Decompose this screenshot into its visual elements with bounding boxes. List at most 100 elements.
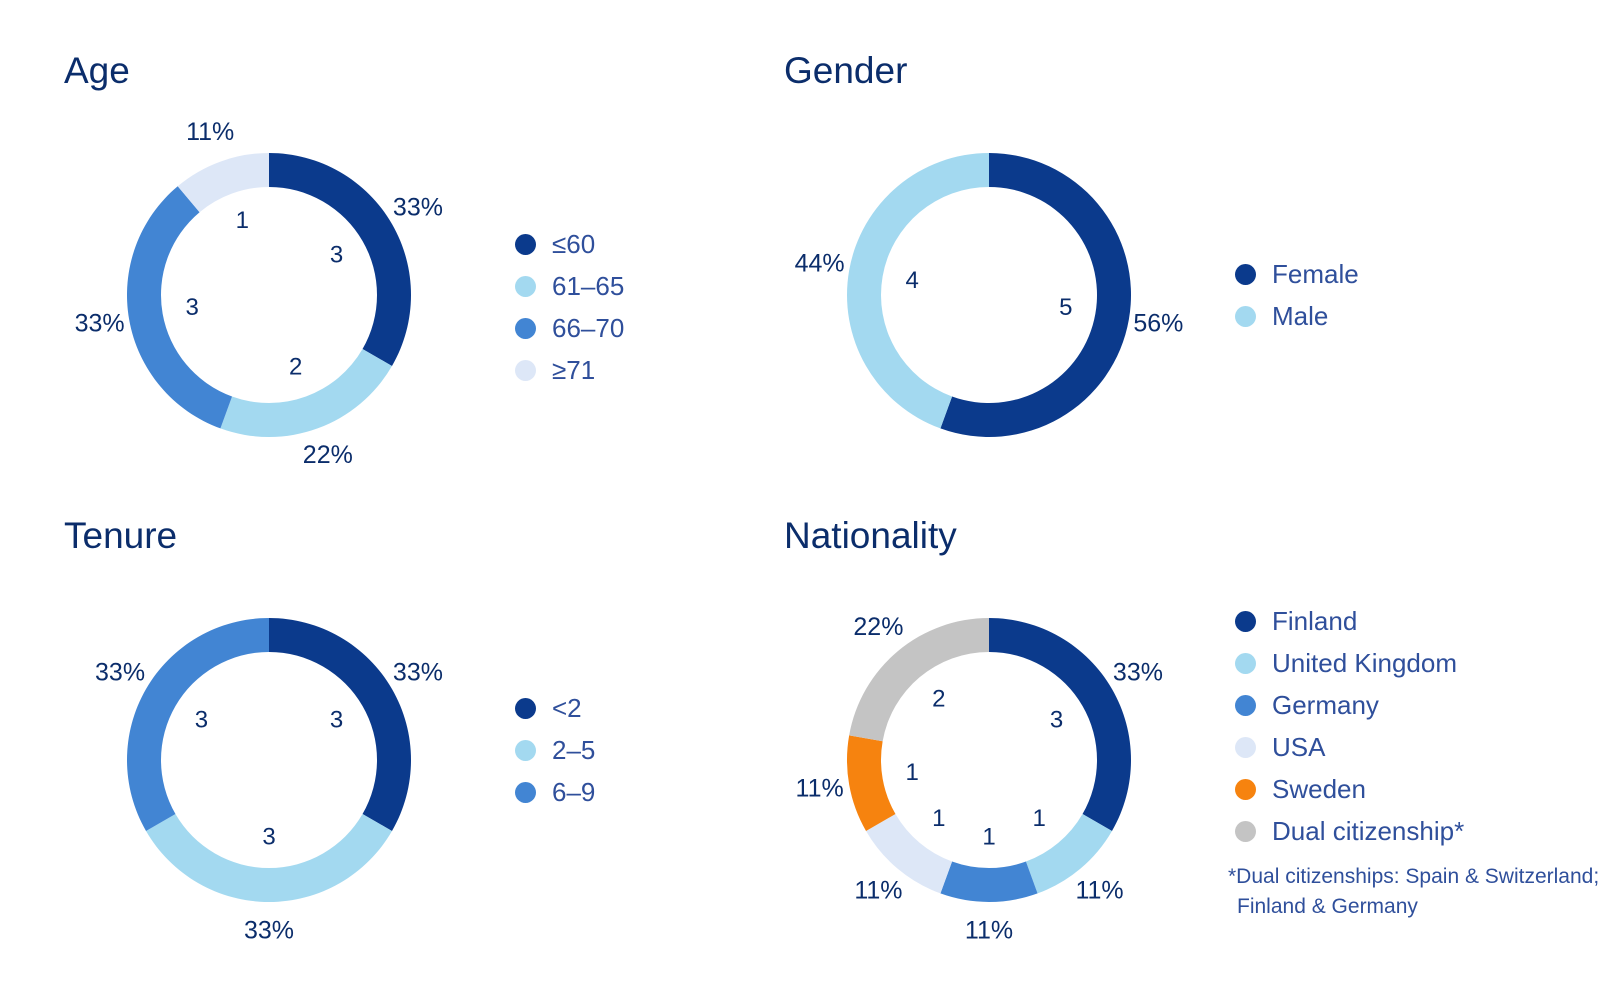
slice-count-label: 1 (982, 823, 995, 850)
legend-item: 66–70 (515, 307, 624, 349)
slice-count-label: 3 (330, 706, 343, 733)
donut-slice-2 (127, 618, 269, 831)
slice-percent-label: 33% (95, 659, 145, 687)
legend-label: 66–70 (552, 312, 625, 343)
donut-slice-1 (847, 153, 989, 429)
slice-percent-label: 11% (186, 118, 234, 146)
legend-label: Female (1272, 258, 1359, 289)
slice-percent-label: 33% (244, 917, 294, 945)
legend-label: Dual citizenship* (1272, 815, 1465, 846)
slice-percent-label: 33% (1113, 659, 1163, 687)
slice-count-label: 3 (1050, 706, 1063, 733)
age-title: Age (64, 50, 130, 91)
slice-percent-label: 11% (965, 917, 1013, 945)
legend-dot (515, 317, 536, 339)
legend-label: 61–65 (552, 270, 625, 301)
legend-item: Dual citizenship* (1235, 810, 1464, 852)
donut-slice-3 (866, 814, 953, 894)
legend-label: Sweden (1272, 773, 1366, 804)
donut-slice-0 (269, 618, 411, 831)
slice-count-label: 1 (1032, 805, 1045, 832)
slice-count-label: 3 (262, 823, 275, 850)
legend-dot (1235, 610, 1256, 632)
gender-title: Gender (784, 50, 908, 91)
age-legend: ≤60 61–65 66–70 ≥71 (515, 223, 624, 391)
legend-item: 6–9 (515, 771, 595, 813)
donut-slice-1 (220, 349, 392, 437)
slice-count-label: 1 (906, 759, 919, 786)
gender-legend: Female Male (1235, 253, 1359, 337)
legend-dot (515, 697, 536, 719)
footnote: *Dual citizenships: Spain & Switzerland;… (1228, 862, 1600, 922)
slice-percent-label: 33% (393, 194, 443, 222)
donut-slice-3 (177, 153, 269, 213)
legend-dot (1235, 736, 1256, 758)
slice-count-label: 4 (906, 267, 919, 294)
legend-label: USA (1272, 731, 1326, 762)
donut-slice-5 (849, 618, 989, 742)
legend-item: <2 (515, 687, 595, 729)
legend-item: ≤60 (515, 223, 624, 265)
donut-slice-1 (146, 814, 392, 902)
tenure-panel: Tenure 33% 3 33% 3 33% 3 <2 2–5 6–9 (60, 505, 800, 965)
slice-count-label: 3 (330, 241, 343, 268)
donut-slice-0 (940, 153, 1131, 437)
age-donut-chart: 33% 3 22% 2 33% 3 11% 1 (75, 118, 443, 469)
legend-label: Germany (1272, 689, 1379, 720)
donut-slice-1 (1025, 814, 1112, 894)
legend-label: United Kingdom (1272, 647, 1457, 678)
slice-percent-label: 44% (795, 250, 845, 278)
legend-item: Female (1235, 253, 1359, 295)
legend-item: Sweden (1235, 768, 1464, 810)
donut-slice-4 (847, 735, 896, 831)
legend-dot (1235, 694, 1256, 716)
legend-dot (515, 275, 536, 297)
legend-label: Male (1272, 300, 1329, 331)
slice-percent-label: 33% (75, 309, 125, 337)
donut-slice-2 (127, 186, 233, 429)
legend-dot (515, 781, 536, 803)
legend-item: USA (1235, 726, 1464, 768)
legend-label: 2–5 (552, 734, 596, 765)
legend-dot (515, 233, 536, 255)
legend-dot (1235, 820, 1256, 842)
slice-count-label: 1 (932, 805, 945, 832)
footnote-line: *Dual citizenships: Spain & Switzerland; (1228, 865, 1600, 888)
legend-label: ≥71 (552, 354, 596, 385)
nationality-donut-chart: 33% 3 11% 1 11% 1 11% 1 11% 1 22% 2 (796, 613, 1163, 945)
legend-dot (1235, 778, 1256, 800)
slice-percent-label: 11% (796, 774, 844, 802)
slice-percent-label: 22% (853, 613, 903, 641)
legend-dot (1235, 652, 1256, 674)
legend-item: 2–5 (515, 729, 595, 771)
nationality-panel: Nationality 33% 3 11% 1 11% 1 11% 1 11% 1 22% 2 Fin… (780, 505, 1599, 965)
age-panel: Age 33% 3 22% 2 33% 3 11% 1 ≤60 61–65 66–70 ≥71 (60, 40, 800, 500)
legend-item: Germany (1235, 684, 1464, 726)
legend-label: <2 (552, 692, 582, 723)
slice-count-label: 3 (195, 706, 208, 733)
legend-item: Male (1235, 295, 1359, 337)
legend-label: 6–9 (552, 776, 596, 807)
slice-percent-label: 22% (303, 441, 353, 469)
nationality-title: Nationality (784, 515, 957, 556)
legend-dot (515, 739, 536, 761)
tenure-legend: <2 2–5 6–9 (515, 687, 595, 813)
gender-donut-chart: 56% 5 44% 4 (795, 153, 1183, 437)
slice-percent-label: 11% (854, 876, 902, 904)
slice-percent-label: 11% (1075, 876, 1123, 904)
legend-dot (515, 359, 536, 381)
legend-dot (1235, 263, 1256, 285)
slice-percent-label: 56% (1133, 309, 1183, 337)
slice-count-label: 2 (289, 354, 302, 381)
legend-item: ≥71 (515, 349, 624, 391)
slice-count-label: 1 (236, 207, 249, 234)
slice-count-label: 3 (186, 294, 199, 321)
tenure-donut-chart: 33% 3 33% 3 33% 3 (95, 618, 443, 945)
legend-label: ≤60 (552, 228, 596, 259)
donut-slice-2 (940, 861, 1038, 902)
slice-count-label: 5 (1059, 294, 1072, 321)
legend-item: United Kingdom (1235, 642, 1464, 684)
nationality-legend: Finland United Kingdom Germany USA Swede… (1235, 600, 1464, 852)
gender-panel: Gender 56% 5 44% 4 Female Male (780, 40, 1520, 500)
legend-item: Finland (1235, 600, 1464, 642)
